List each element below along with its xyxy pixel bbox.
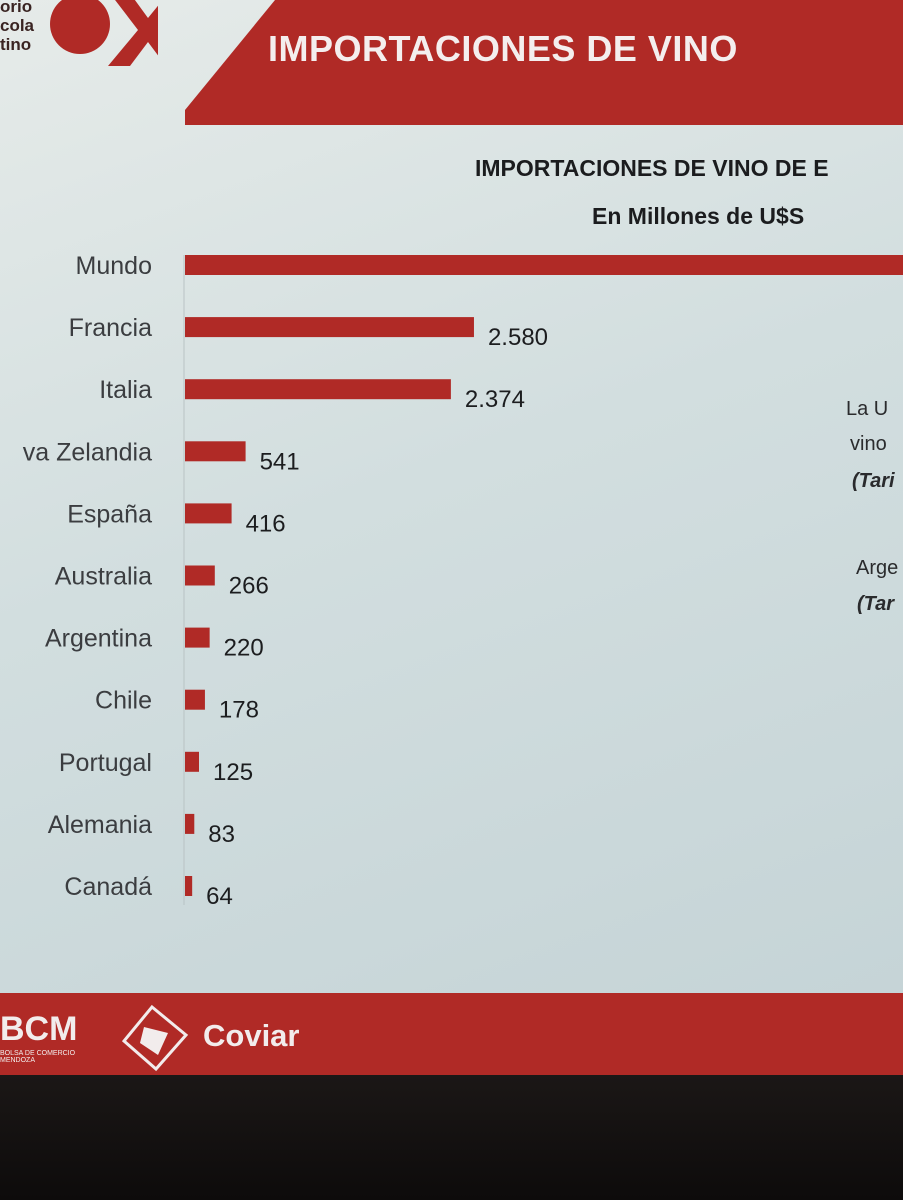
value-label-canada: 64 xyxy=(206,883,233,910)
category-label-canada: Canadá xyxy=(64,873,152,901)
category-label-francia: Francia xyxy=(69,314,152,342)
category-label-australia: Australia xyxy=(55,563,152,591)
coviar-logo-text: Coviar xyxy=(203,1018,300,1053)
category-label-espana: España xyxy=(67,500,152,528)
logo-text-line-2: cola xyxy=(0,16,35,35)
category-label-chile: Chile xyxy=(95,687,152,715)
observatorio-logo: orio cola tino xyxy=(0,0,160,70)
logo-mark-icon xyxy=(50,0,158,66)
bar-chile xyxy=(185,689,205,710)
side-note-line-5: (Tar xyxy=(857,593,895,615)
value-label-portugal: 125 xyxy=(213,759,253,786)
value-label-italia: 2.374 xyxy=(465,386,525,413)
value-label-australia: 266 xyxy=(229,573,269,600)
slide-title: IMPORTACIONES DE VINO xyxy=(268,28,738,69)
bar-alemania xyxy=(185,813,195,834)
bar-italia xyxy=(185,379,451,400)
category-label-mundo: Mundo xyxy=(76,252,152,280)
side-note-line-3: (Tari xyxy=(852,470,895,492)
bar-argentina xyxy=(185,627,210,648)
slide: orio cola tino IMPORTACIONES DE VINO IMP… xyxy=(0,0,903,1075)
coviar-logo-icon xyxy=(122,1004,189,1072)
logo-text-line-3: tino xyxy=(0,35,32,54)
value-label-espana: 416 xyxy=(246,510,286,537)
side-note-line-2: vino xyxy=(850,433,887,455)
bar-portugal xyxy=(185,751,199,772)
category-label-argentina: Argentina xyxy=(45,625,152,653)
category-label-alemania: Alemania xyxy=(48,811,152,839)
value-label-va-zelandia: 541 xyxy=(260,448,300,475)
bcm-logo-subtext: BOLSA DE COMERCIO MENDOZA xyxy=(0,1050,76,1064)
bar-chart: Mundo Francia 2.580 Italia 2.374 va Zelandia 5… xyxy=(23,252,903,910)
logo-text-line-1: orio xyxy=(0,0,33,16)
room-background xyxy=(0,1075,903,1200)
bar-canada xyxy=(185,876,193,896)
bar-espana xyxy=(185,503,232,524)
category-label-portugal: Portugal xyxy=(59,749,152,777)
bar-va-zelandia xyxy=(185,441,246,462)
side-note-line-1: La U xyxy=(846,398,889,420)
bar-australia xyxy=(185,565,215,586)
value-label-alemania: 83 xyxy=(208,821,235,848)
side-note-line-4: Arge xyxy=(856,557,899,579)
chart-subtitle: En Millones de U$S xyxy=(592,203,805,229)
bar-francia xyxy=(185,317,474,338)
bcm-logo: BCM xyxy=(0,1010,78,1048)
value-label-francia: 2.580 xyxy=(488,324,548,351)
chart-title: IMPORTACIONES DE VINO DE E xyxy=(475,155,829,181)
bar-mundo xyxy=(185,255,903,275)
title-banner xyxy=(185,0,903,125)
value-label-chile: 178 xyxy=(219,697,259,724)
category-label-va-zelandia: va Zelandia xyxy=(23,438,152,466)
category-label-italia: Italia xyxy=(99,376,152,404)
value-label-argentina: 220 xyxy=(224,635,264,662)
